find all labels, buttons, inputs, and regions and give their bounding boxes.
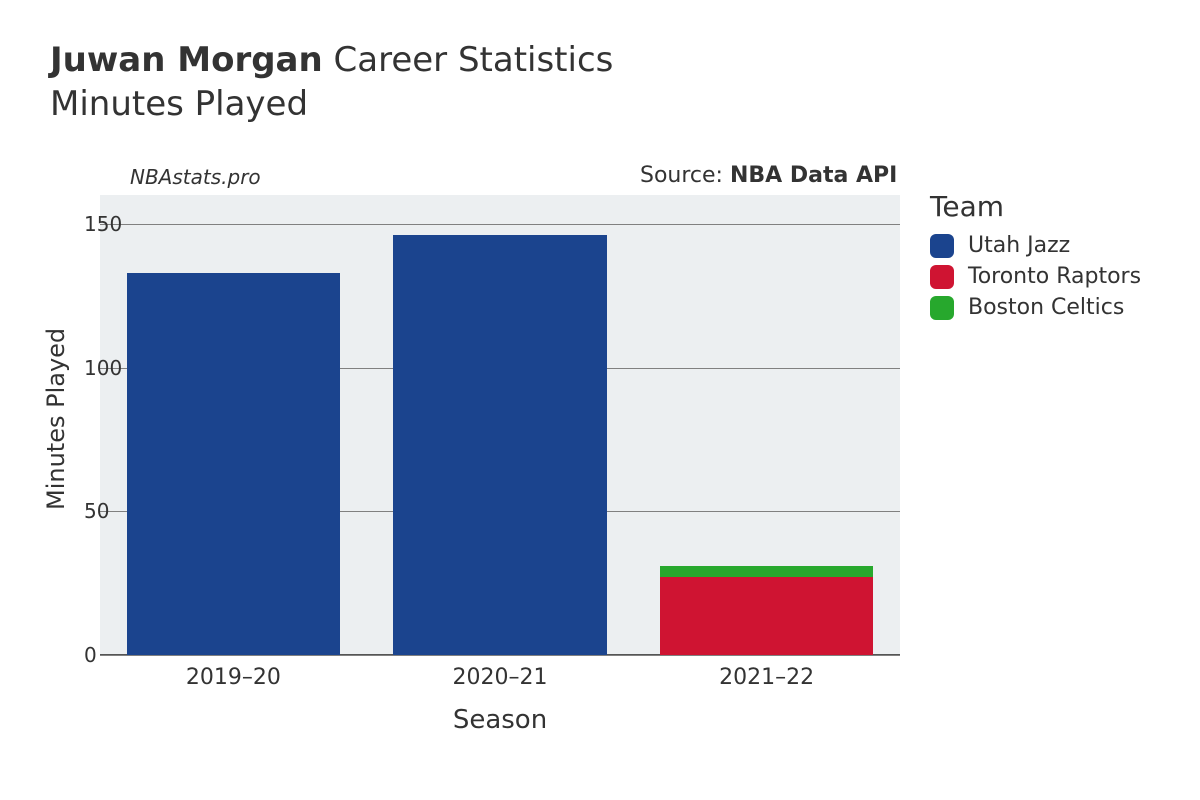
x-tick-label: 2021–22	[719, 665, 814, 690]
gridline	[100, 224, 900, 225]
legend-item-label: Boston Celtics	[968, 295, 1124, 320]
y-axis-label: Minutes Played	[42, 328, 70, 510]
chart-subtitle: Minutes Played	[50, 84, 613, 124]
legend: Team Utah Jazz Toronto Raptors Boston Celt…	[930, 190, 1141, 326]
bar-segment	[660, 577, 873, 655]
legend-item: Boston Celtics	[930, 295, 1141, 320]
legend-swatch	[930, 265, 954, 289]
bar-segment	[127, 273, 340, 655]
source-name: NBA Data API	[730, 163, 897, 188]
plot-area	[100, 195, 900, 655]
y-tick-label: 50	[84, 499, 88, 523]
x-axis-label: Season	[453, 705, 547, 735]
bar-segment	[660, 566, 873, 578]
gridline	[100, 655, 900, 656]
attribution-label: NBAstats.pro	[130, 165, 261, 189]
y-tick-label: 100	[84, 356, 88, 380]
x-tick-label: 2019–20	[186, 665, 281, 690]
legend-item: Toronto Raptors	[930, 264, 1141, 289]
title-block: Juwan Morgan Career Statistics Minutes P…	[50, 40, 613, 124]
source-prefix: Source:	[640, 163, 730, 188]
y-tick-label: 150	[84, 212, 88, 236]
legend-item-label: Toronto Raptors	[968, 264, 1141, 289]
y-tick-label: 0	[84, 643, 88, 667]
chart-canvas: Juwan Morgan Career Statistics Minutes P…	[0, 0, 1200, 800]
legend-item: Utah Jazz	[930, 233, 1141, 258]
bar-segment	[393, 235, 606, 655]
chart-title: Juwan Morgan Career Statistics	[50, 40, 613, 80]
legend-swatch	[930, 234, 954, 258]
source-label: Source: NBA Data API	[640, 163, 897, 188]
legend-swatch	[930, 296, 954, 320]
player-name: Juwan Morgan	[50, 40, 323, 80]
legend-item-label: Utah Jazz	[968, 233, 1070, 258]
x-tick-label: 2020–21	[453, 665, 548, 690]
title-suffix: Career Statistics	[334, 40, 614, 80]
legend-title: Team	[930, 190, 1141, 223]
